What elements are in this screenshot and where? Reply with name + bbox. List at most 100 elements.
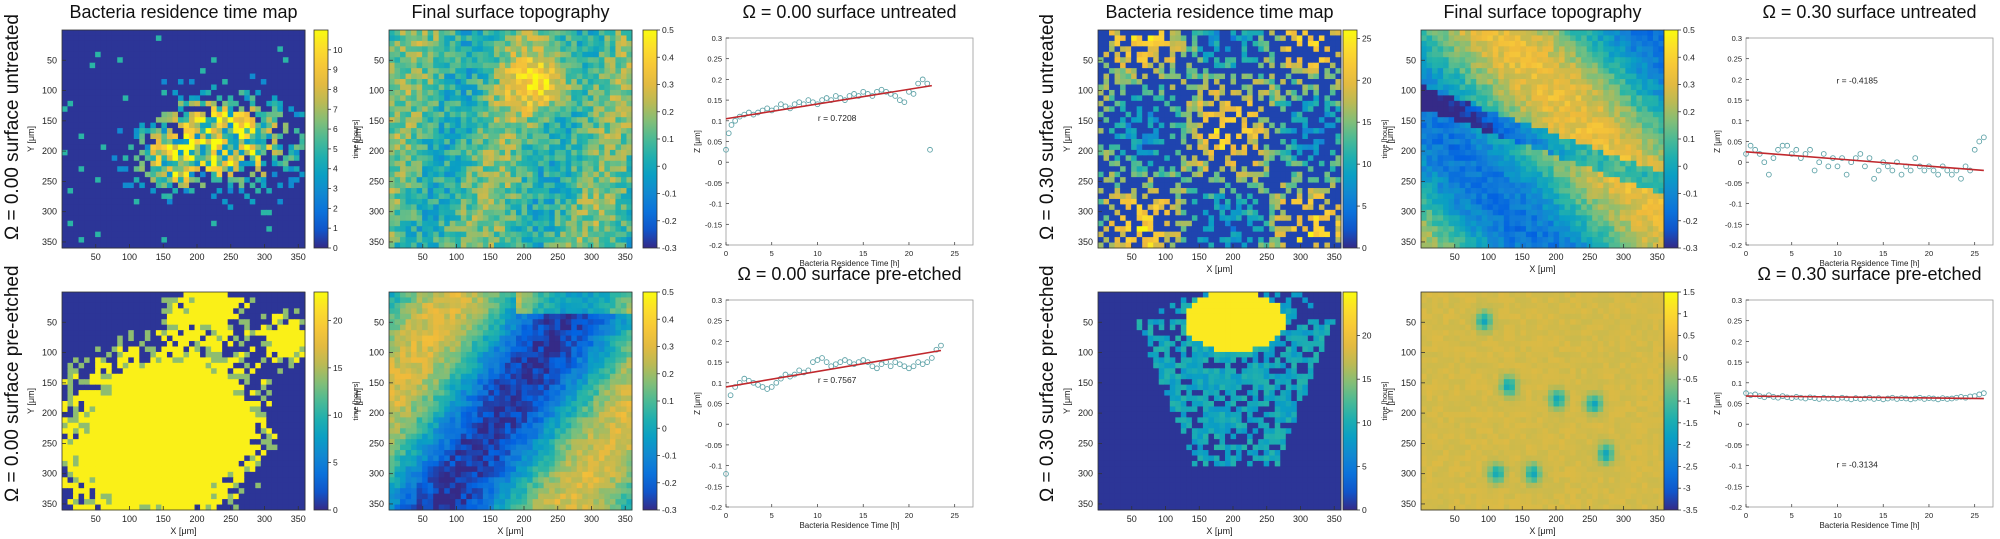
time-colorbar: 0 5 10 15 20 time [hours] <box>1342 291 1389 515</box>
x-tick-label: 300 <box>1616 514 1631 524</box>
colorbar-tick-label: 10 <box>1362 159 1372 169</box>
x-tick-label: 150 <box>1515 514 1530 524</box>
data-point <box>1898 171 1905 178</box>
data-point <box>896 97 903 103</box>
data-point <box>1743 151 1749 157</box>
topography-axes: 50 50 100 100 150 150 200 200 250 250 300 300 350 350… <box>353 55 633 262</box>
data-point <box>1976 138 1983 145</box>
colorbar-tick-label: -0.3 <box>662 243 677 253</box>
colorbar-tick-label: 25 <box>1362 33 1372 43</box>
plot-frame <box>725 37 974 246</box>
data-point <box>1834 163 1841 170</box>
data-point <box>823 359 830 365</box>
x-tick-label: 300 <box>1293 514 1308 524</box>
colorbar-tick-label: -0.3 <box>662 505 677 515</box>
y-tick-label: 50 <box>47 55 57 65</box>
data-point <box>896 361 903 368</box>
x-tick-label: 350 <box>618 514 633 524</box>
y-tick-label: 350 <box>1401 499 1416 509</box>
data-point <box>1820 151 1827 157</box>
colorbar-tick-label: 2 <box>333 203 338 213</box>
plot-frame <box>1745 37 1994 246</box>
data-point <box>855 93 862 99</box>
x-tick-label: 350 <box>291 252 306 262</box>
colorbar-tick-label: 5 <box>333 144 338 154</box>
colorbar-tick-label: 0.5 <box>1683 331 1695 341</box>
x-tick-label: 250 <box>1259 514 1274 524</box>
colorbar-tick-label: -3.5 <box>1683 505 1698 515</box>
topography-column-title: Final surface topography <box>1443 2 1642 22</box>
x-axis-label: X [μm] <box>497 526 523 536</box>
data-point <box>887 363 894 370</box>
y-tick-label: -0.15 <box>1725 482 1742 491</box>
x-axis-label: Bacteria Residence Time [h] <box>799 259 899 268</box>
y-tick-label: 0.1 <box>712 117 722 126</box>
x-tick-label: 300 <box>257 252 272 262</box>
data-point <box>1747 142 1754 149</box>
y-axis-label: Y [μm] <box>353 126 363 152</box>
data-point <box>1743 390 1749 397</box>
data-point <box>860 88 867 95</box>
x-axis-label: X [μm] <box>1529 264 1555 274</box>
data-point <box>938 342 944 349</box>
y-tick-label: 0.15 <box>1727 358 1742 367</box>
surface-topography-map <box>388 291 633 511</box>
x-tick-label: 100 <box>449 252 464 262</box>
colorbar-tick-label: 15 <box>1362 374 1372 384</box>
topography-colorbar: -0.3 -0.2 -0.1 0 0.1 0.2 0.3 0.4 0.5 <box>1663 25 1698 253</box>
x-tick-label: 250 <box>1582 514 1597 524</box>
y-tick-label: 350 <box>1078 499 1093 509</box>
y-tick-label: 0.25 <box>707 55 722 64</box>
x-tick-label: 10 <box>1833 249 1841 258</box>
residence-vs-height-scatter: -0.2 -0.15 -0.1 -0.05 0 0.05 0.1 0.15 0.2 0.25 0.3… <box>693 34 974 268</box>
correlation-label: r = 0.7567 <box>818 375 857 385</box>
colorbar-tick-label: 0 <box>1683 352 1688 362</box>
data-point <box>1862 163 1868 170</box>
x-tick-label: 20 <box>905 249 913 258</box>
x-tick-label: 25 <box>951 511 959 520</box>
y-tick-label: 300 <box>1078 207 1093 217</box>
x-tick-label: 0 <box>1744 511 1748 520</box>
y-tick-label: 0.3 <box>1732 296 1742 305</box>
colorbar-gradient <box>642 291 658 511</box>
y-tick-label: 350 <box>42 237 57 247</box>
data-point <box>725 130 732 137</box>
data-point <box>1907 167 1914 174</box>
colorbar-tick-label: 20 <box>1362 75 1372 85</box>
y-tick-label: 50 <box>1083 55 1093 65</box>
data-point <box>1839 155 1845 161</box>
y-tick-label: 0.2 <box>712 337 722 346</box>
topography-axes: 50 50 100 100 150 150 200 200 250 250 300 300 350 350… <box>1385 317 1665 536</box>
x-axis-label: Bacteria Residence Time [h] <box>1819 521 1919 530</box>
data-point <box>1912 155 1919 161</box>
y-tick-label: -0.05 <box>705 179 722 188</box>
x-axis-label: X [μm] <box>1206 264 1232 274</box>
x-axis-label: X [μm] <box>170 526 196 536</box>
y-tick-label: -0.15 <box>705 482 722 491</box>
y-axis-label: Z [μm] <box>1713 130 1722 153</box>
residence-vs-height-scatter: -0.2 -0.15 -0.1 -0.05 0 0.05 0.1 0.15 0.2 0.25 0.3… <box>1713 296 1994 530</box>
x-tick-label: 0 <box>1744 249 1748 258</box>
y-tick-label: 300 <box>42 469 57 479</box>
colorbar-gradient <box>1342 29 1358 249</box>
topography-colorbar: -0.3 -0.2 -0.1 0 0.1 0.2 0.3 0.4 0.5 <box>642 287 677 515</box>
data-point <box>1935 171 1941 178</box>
data-point <box>723 471 729 477</box>
colorbar-tick-label: -0.1 <box>1683 189 1698 199</box>
x-tick-label: 5 <box>1790 511 1794 520</box>
y-tick-label: 0.3 <box>1732 34 1742 43</box>
plot-frame <box>1745 299 1994 508</box>
colorbar-tick-label: 0 <box>1362 505 1367 515</box>
y-tick-label: 150 <box>369 378 384 388</box>
y-tick-label: 150 <box>1078 116 1093 126</box>
data-point <box>1884 163 1891 170</box>
data-point <box>1816 159 1823 166</box>
colorbar-gradient <box>313 29 329 249</box>
x-tick-label: 50 <box>91 252 101 262</box>
data-point <box>1788 151 1795 157</box>
y-tick-label: 100 <box>1401 348 1416 358</box>
surface-topography-map <box>1420 29 1665 249</box>
data-point <box>924 359 931 365</box>
colorbar-tick-label: -0.2 <box>662 478 677 488</box>
